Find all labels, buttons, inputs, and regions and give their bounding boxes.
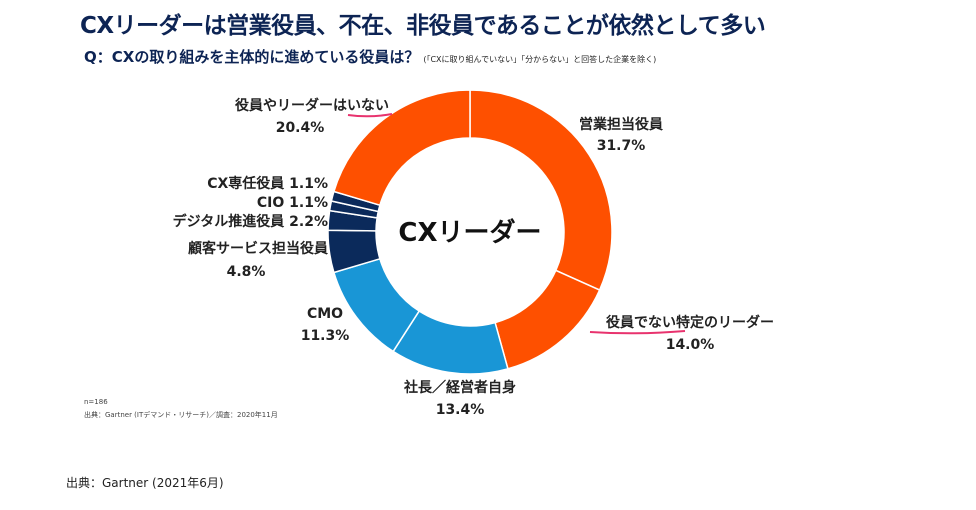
survey-question: Q：CXの取り組みを主体的に進めている役員は？ (「CXに取り組んでいない」「分か… — [84, 46, 656, 67]
slice-label-6: CIO 1.1% — [257, 195, 328, 211]
question-note: (「CXに取り組んでいない」「分からない」と回答した企業を除く) — [423, 55, 657, 64]
slice-label-5: デジタル推進役員 2.2% — [173, 213, 328, 230]
slice-value-0: 31.7% — [597, 138, 646, 154]
sample-size: n=186 — [84, 398, 108, 406]
slice-label-1: 役員でない特定のリーダー — [606, 314, 774, 331]
chart-source: 出典：Gartner (ITデマンド・リサーチ)／調査：2020年11月 — [84, 411, 278, 419]
slice-label-2: 社長／経営者自身 — [403, 379, 516, 396]
center-label: CXリーダー — [398, 217, 541, 248]
footer-source: 出典：Gartner (2021年6月) — [66, 476, 224, 490]
label-underline-8 — [347, 113, 393, 118]
slice-label-3: CMO — [307, 306, 343, 322]
question-text: Q：CXの取り組みを主体的に進めている役員は？ — [84, 48, 420, 66]
donut-slice-1 — [494, 269, 601, 370]
slice-label-4: 顧客サービス担当役員 — [188, 240, 328, 257]
slice-value-8: 20.4% — [276, 120, 325, 136]
slice-value-4: 4.8% — [227, 264, 266, 280]
slice-value-2: 13.4% — [436, 402, 485, 418]
label-underline-1 — [589, 330, 686, 335]
donut-chart: CXリーダー 営業担当役員 31.7% 役員でない特定のリーダー 14.0% 社長／経営者… — [173, 89, 774, 418]
slice-label-0: 営業担当役員 — [579, 116, 663, 133]
slice-label-7: CX専任役員 1.1% — [207, 175, 328, 192]
donut-slice-0 — [469, 89, 613, 292]
slice-value-3: 11.3% — [301, 328, 350, 344]
donut-slice-8 — [332, 89, 471, 207]
slice-value-1: 14.0% — [666, 337, 715, 353]
page-title: CXリーダーは営業役員、不在、非役員であることが依然として多い — [80, 13, 766, 39]
slice-label-8: 役員やリーダーはいない — [235, 97, 389, 114]
